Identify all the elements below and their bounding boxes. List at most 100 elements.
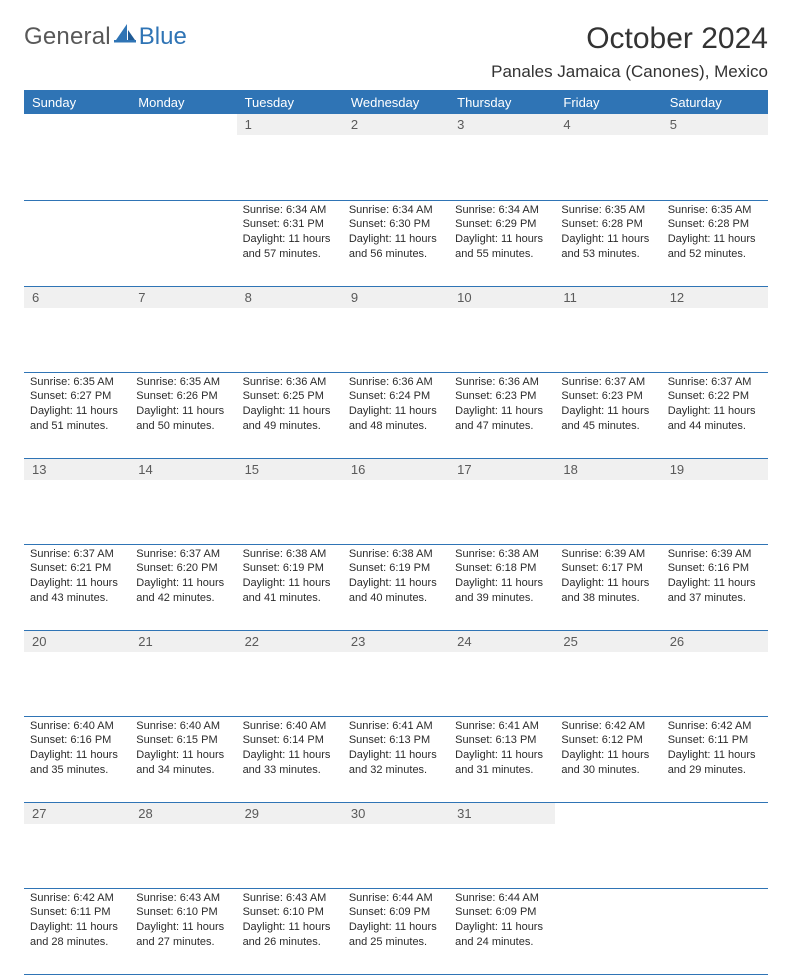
day-cell: Sunrise: 6:37 AMSunset: 6:20 PMDaylight:… (130, 544, 236, 630)
day-number: 9 (343, 287, 449, 308)
day-number: 1 (237, 114, 343, 135)
day-cell: Sunrise: 6:40 AMSunset: 6:15 PMDaylight:… (130, 716, 236, 802)
day-cell: Sunrise: 6:39 AMSunset: 6:17 PMDaylight:… (555, 544, 661, 630)
day-cell: Sunrise: 6:34 AMSunset: 6:29 PMDaylight:… (449, 200, 555, 286)
daynum-row: 6789101112 (24, 286, 768, 372)
day-number: 5 (662, 114, 768, 135)
day-details: Sunrise: 6:40 AMSunset: 6:14 PMDaylight:… (237, 717, 343, 782)
day-number: 31 (449, 803, 555, 824)
day-number-cell: 9 (343, 286, 449, 372)
day-number: 8 (237, 287, 343, 308)
day-details: Sunrise: 6:40 AMSunset: 6:15 PMDaylight:… (130, 717, 236, 782)
day-number-cell: 10 (449, 286, 555, 372)
day-details: Sunrise: 6:41 AMSunset: 6:13 PMDaylight:… (343, 717, 449, 782)
week-row: Sunrise: 6:37 AMSunset: 6:21 PMDaylight:… (24, 544, 768, 630)
weekday-header: Monday (130, 91, 236, 114)
logo-sail-icon (113, 22, 137, 51)
day-details: Sunrise: 6:35 AMSunset: 6:28 PMDaylight:… (662, 201, 768, 266)
day-number: 11 (555, 287, 661, 308)
day-details: Sunrise: 6:44 AMSunset: 6:09 PMDaylight:… (343, 889, 449, 954)
day-number-cell: 6 (24, 286, 130, 372)
day-cell: Sunrise: 6:42 AMSunset: 6:12 PMDaylight:… (555, 716, 661, 802)
day-number-cell: 27 (24, 802, 130, 888)
day-cell: Sunrise: 6:41 AMSunset: 6:13 PMDaylight:… (449, 716, 555, 802)
day-details: Sunrise: 6:35 AMSunset: 6:26 PMDaylight:… (130, 373, 236, 438)
day-cell: Sunrise: 6:41 AMSunset: 6:13 PMDaylight:… (343, 716, 449, 802)
day-cell: Sunrise: 6:40 AMSunset: 6:14 PMDaylight:… (237, 716, 343, 802)
empty-cell (24, 200, 130, 286)
day-number-cell: 28 (130, 802, 236, 888)
day-number-cell: 26 (662, 630, 768, 716)
day-details: Sunrise: 6:38 AMSunset: 6:19 PMDaylight:… (343, 545, 449, 610)
day-number-cell: 31 (449, 802, 555, 888)
day-cell: Sunrise: 6:38 AMSunset: 6:18 PMDaylight:… (449, 544, 555, 630)
day-number-cell: 30 (343, 802, 449, 888)
day-number: 22 (237, 631, 343, 652)
day-cell: Sunrise: 6:34 AMSunset: 6:30 PMDaylight:… (343, 200, 449, 286)
day-number-cell: 11 (555, 286, 661, 372)
location-text: Panales Jamaica (Canones), Mexico (491, 62, 768, 82)
week-row: Sunrise: 6:34 AMSunset: 6:31 PMDaylight:… (24, 200, 768, 286)
day-number-cell: 25 (555, 630, 661, 716)
calendar-table: SundayMondayTuesdayWednesdayThursdayFrid… (24, 91, 768, 975)
empty-cell (662, 802, 768, 888)
day-cell: Sunrise: 6:37 AMSunset: 6:23 PMDaylight:… (555, 372, 661, 458)
day-details: Sunrise: 6:34 AMSunset: 6:31 PMDaylight:… (237, 201, 343, 266)
day-cell: Sunrise: 6:44 AMSunset: 6:09 PMDaylight:… (343, 888, 449, 974)
day-number: 4 (555, 114, 661, 135)
day-number: 3 (449, 114, 555, 135)
day-cell: Sunrise: 6:36 AMSunset: 6:23 PMDaylight:… (449, 372, 555, 458)
day-cell: Sunrise: 6:35 AMSunset: 6:26 PMDaylight:… (130, 372, 236, 458)
day-number-cell: 14 (130, 458, 236, 544)
weekday-header: Sunday (24, 91, 130, 114)
empty-cell (130, 114, 236, 200)
day-number: 15 (237, 459, 343, 480)
daynum-row: 2728293031 (24, 802, 768, 888)
day-number: 26 (662, 631, 768, 652)
day-number-cell: 7 (130, 286, 236, 372)
logo: General Blue (24, 22, 187, 51)
day-details: Sunrise: 6:42 AMSunset: 6:12 PMDaylight:… (555, 717, 661, 782)
day-number: 29 (237, 803, 343, 824)
day-cell: Sunrise: 6:37 AMSunset: 6:21 PMDaylight:… (24, 544, 130, 630)
day-cell: Sunrise: 6:35 AMSunset: 6:28 PMDaylight:… (662, 200, 768, 286)
weekday-header: Friday (555, 91, 661, 114)
day-details: Sunrise: 6:39 AMSunset: 6:16 PMDaylight:… (662, 545, 768, 610)
daynum-row: 13141516171819 (24, 458, 768, 544)
day-details: Sunrise: 6:34 AMSunset: 6:30 PMDaylight:… (343, 201, 449, 266)
day-details: Sunrise: 6:37 AMSunset: 6:20 PMDaylight:… (130, 545, 236, 610)
day-number: 17 (449, 459, 555, 480)
empty-cell (24, 114, 130, 200)
day-number-cell: 4 (555, 114, 661, 200)
weekday-header-row: SundayMondayTuesdayWednesdayThursdayFrid… (24, 91, 768, 114)
day-details: Sunrise: 6:36 AMSunset: 6:25 PMDaylight:… (237, 373, 343, 438)
day-number-cell: 17 (449, 458, 555, 544)
day-details: Sunrise: 6:34 AMSunset: 6:29 PMDaylight:… (449, 201, 555, 266)
day-number: 25 (555, 631, 661, 652)
day-number: 6 (24, 287, 130, 308)
day-cell: Sunrise: 6:35 AMSunset: 6:28 PMDaylight:… (555, 200, 661, 286)
day-number: 28 (130, 803, 236, 824)
day-number-cell: 1 (237, 114, 343, 200)
day-cell: Sunrise: 6:43 AMSunset: 6:10 PMDaylight:… (130, 888, 236, 974)
day-number: 14 (130, 459, 236, 480)
day-number-cell: 19 (662, 458, 768, 544)
day-details: Sunrise: 6:42 AMSunset: 6:11 PMDaylight:… (662, 717, 768, 782)
week-row: Sunrise: 6:42 AMSunset: 6:11 PMDaylight:… (24, 888, 768, 974)
day-details: Sunrise: 6:38 AMSunset: 6:19 PMDaylight:… (237, 545, 343, 610)
day-number-cell: 20 (24, 630, 130, 716)
day-details: Sunrise: 6:35 AMSunset: 6:27 PMDaylight:… (24, 373, 130, 438)
day-number: 19 (662, 459, 768, 480)
day-number: 7 (130, 287, 236, 308)
header-bar: General Blue October 2024 Panales Jamaic… (24, 22, 768, 82)
day-details: Sunrise: 6:43 AMSunset: 6:10 PMDaylight:… (237, 889, 343, 954)
day-details: Sunrise: 6:37 AMSunset: 6:23 PMDaylight:… (555, 373, 661, 438)
day-number: 18 (555, 459, 661, 480)
day-cell: Sunrise: 6:38 AMSunset: 6:19 PMDaylight:… (237, 544, 343, 630)
empty-cell (130, 200, 236, 286)
day-details: Sunrise: 6:43 AMSunset: 6:10 PMDaylight:… (130, 889, 236, 954)
day-number: 12 (662, 287, 768, 308)
day-cell: Sunrise: 6:36 AMSunset: 6:24 PMDaylight:… (343, 372, 449, 458)
day-number-cell: 22 (237, 630, 343, 716)
title-block: October 2024 Panales Jamaica (Canones), … (491, 22, 768, 82)
